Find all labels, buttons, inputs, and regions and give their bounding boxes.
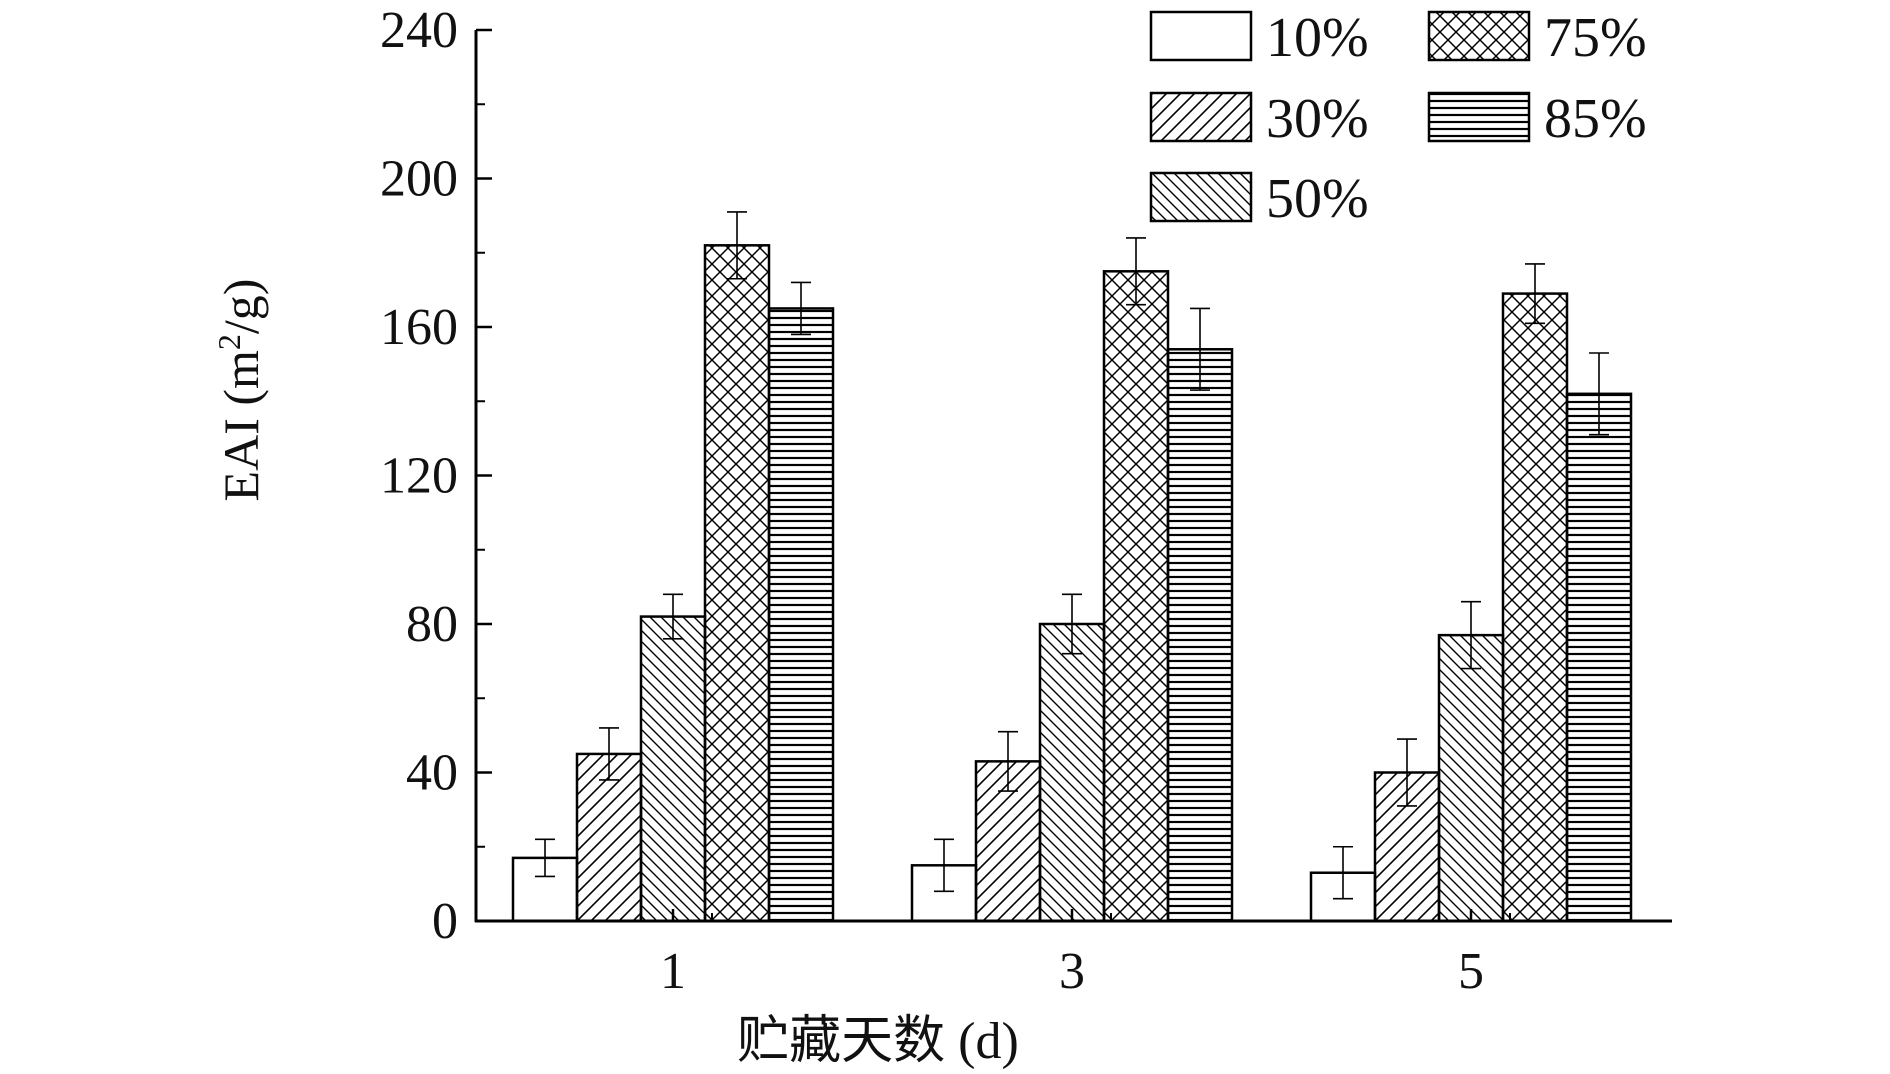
bar-50pct-day5 (1437, 633, 1505, 923)
bar-85pct-day1 (767, 307, 835, 923)
bars-group (511, 244, 1633, 923)
bar-50pct-day1 (639, 615, 707, 923)
legend-swatch-10pct (1149, 10, 1253, 62)
bar-85pct-day3 (1166, 348, 1234, 923)
legend-label: 75% (1544, 7, 1647, 69)
error-bars-group (535, 211, 1609, 900)
bar-75pct-day1 (703, 244, 771, 923)
legend-label: 85% (1544, 88, 1647, 150)
legend-swatch-30pct (1149, 91, 1253, 143)
bar-85pct-day5 (1565, 392, 1633, 923)
bar-75pct-day3 (1102, 270, 1170, 923)
x-tick-label: 5 (1458, 943, 1484, 1000)
legend-swatch-75pct (1427, 10, 1531, 62)
legend-label: 50% (1266, 168, 1369, 230)
legend-swatch-85pct (1427, 91, 1531, 143)
legend-label: 30% (1266, 88, 1369, 150)
bar-50pct-day3 (1038, 622, 1106, 923)
x-axis-label: 贮藏天数 (d) (737, 1013, 1019, 1070)
y-tick-label: 240 (380, 2, 458, 59)
legend-label: 10% (1266, 7, 1369, 69)
y-axis-label: EAI (m2/g) (211, 279, 269, 502)
y-tick-label: 0 (432, 893, 458, 950)
legend-swatch-50pct (1149, 171, 1253, 223)
y-tick-label: 160 (380, 299, 458, 356)
x-tick-label: 3 (1059, 943, 1085, 1000)
y-tick-label: 200 (380, 151, 458, 208)
x-tick-label: 1 (660, 943, 686, 1000)
axes-group: 0 40 80 120 160 200 240 1 3 5 (380, 2, 1672, 1000)
y-tick-label: 80 (406, 596, 458, 653)
legend: 10% 30% 50% 75% 85% (1149, 7, 1647, 230)
y-tick-label: 40 (406, 745, 458, 802)
bar-75pct-day5 (1501, 292, 1569, 923)
y-tick-label: 120 (380, 448, 458, 505)
